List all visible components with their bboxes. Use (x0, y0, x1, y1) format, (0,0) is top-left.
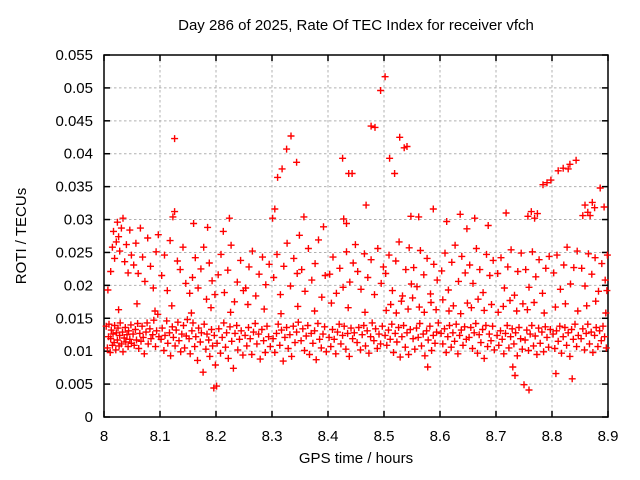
x-tick-label: 8 (100, 428, 108, 445)
y-tick-label: 0.03 (64, 212, 93, 229)
x-tick-label: 8.4 (318, 428, 339, 445)
tick-marks (103, 54, 609, 418)
y-tick-label: 0.025 (55, 244, 93, 261)
tick-labels: 8 8.1 8.2 8.3 8.4 8.5 8.6 8.7 8.8 8.9 0 0.005 0.01 0.… (55, 47, 618, 445)
y-tick-label: 0 (85, 409, 93, 426)
x-tick-label: 8.7 (486, 428, 507, 445)
x-axis-label: GPS time / hours (299, 450, 413, 467)
y-tick-label: 0.035 (55, 179, 93, 196)
y-axis-label: ROTI / TECUs (13, 188, 30, 284)
y-tick-label: 0.015 (55, 310, 93, 327)
x-tick-label: 8.2 (206, 428, 227, 445)
y-tick-label: 0.045 (55, 113, 93, 130)
series-ROTI-markers (102, 73, 611, 394)
y-tick-label: 0.005 (55, 376, 93, 393)
x-tick-label: 8.8 (542, 428, 563, 445)
chart-title: Day 286 of 2025, Rate Of TEC Index for r… (178, 17, 534, 34)
y-tick-label: 0.02 (64, 277, 93, 294)
grid-lines (104, 55, 608, 417)
x-tick-label: 8.6 (430, 428, 451, 445)
plot-frame (103, 54, 609, 418)
y-tick-label: 0.01 (64, 343, 93, 360)
y-tick-label: 0.055 (55, 47, 93, 64)
x-tick-label: 8.5 (374, 428, 395, 445)
scatter-points (102, 73, 611, 394)
y-tick-label: 0.04 (64, 146, 93, 163)
x-tick-label: 8.1 (150, 428, 171, 445)
y-tick-label: 0.05 (64, 80, 93, 97)
x-tick-label: 8.3 (262, 428, 283, 445)
x-tick-label: 8.9 (598, 428, 619, 445)
